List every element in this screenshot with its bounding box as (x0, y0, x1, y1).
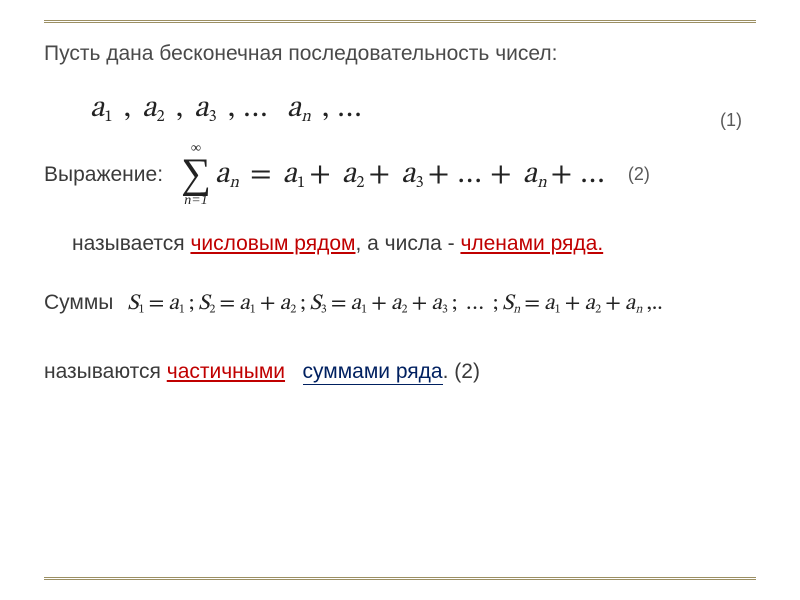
slide-title: Пусть дана бесконечная последовательност… (44, 42, 756, 66)
series-math: an = a1+ a2+ a3+ … + an+ … (215, 156, 610, 194)
expression-label: Выражение: (44, 163, 163, 187)
expression-row: Выражение: ∞ ∑ n=1 an = a1+ a2+ a3+ … + … (44, 142, 756, 208)
sigma-lower: n=1 (184, 194, 207, 208)
def-mid: , а числа - (355, 232, 460, 255)
sigma-block: ∞ ∑ n=1 (181, 142, 211, 208)
def-red1: числовым рядом (190, 232, 355, 255)
def-red2: членами ряда. (460, 232, 603, 255)
sigma-icon: ∑ (181, 156, 211, 194)
partial-sums-row: Суммы S1=a1;S2=a1+a2;S3=a1+a2+a3;…;Sn=a1… (44, 290, 756, 318)
def-pre: называется (72, 232, 190, 255)
conc-red: частичными (167, 360, 285, 383)
eqno-2: (2) (628, 164, 650, 185)
conc-post: . (2) (443, 360, 480, 383)
definition-row: называется числовым рядом, а числа - чле… (72, 232, 756, 256)
sequence-line: a1 , a2 , a3 , … an , … (1) (90, 84, 756, 134)
top-strip (44, 20, 756, 23)
bottom-strip (44, 577, 756, 580)
conc-blue: суммами ряда (303, 360, 443, 385)
partial-sums-math: S1=a1;S2=a1+a2;S3=a1+a2+a3;…;Sn=a1+a2+an… (127, 290, 666, 318)
sequence-math: a1 , a2 , a3 , … an , … (90, 90, 367, 128)
conc-gap (285, 360, 303, 383)
eqno-1: (1) (720, 110, 742, 131)
slide: Пусть дана бесконечная последовательност… (0, 0, 800, 600)
conc-pre: называются (44, 360, 167, 383)
sums-label: Суммы (44, 291, 113, 315)
conclusion-row: называются частичными суммами ряда. (2) (44, 360, 756, 384)
